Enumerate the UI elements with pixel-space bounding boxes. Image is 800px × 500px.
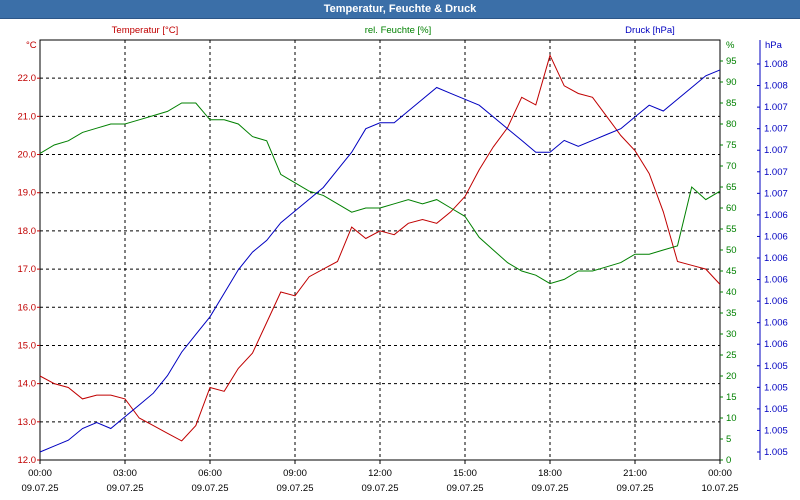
time-tick-label: 03:00	[113, 468, 137, 479]
date-tick-label: 10.07.25	[702, 483, 739, 494]
time-tick-label: 06:00	[198, 468, 222, 479]
pressure-tick-label: 1.005	[764, 361, 788, 372]
temperature-tick-label: 19.0	[18, 188, 37, 199]
humidity-tick-label: 35	[726, 308, 737, 319]
temperature-tick-label: 18.0	[18, 226, 37, 237]
date-tick-label: 09.07.25	[447, 483, 484, 494]
humidity-tick-label: 85	[726, 98, 737, 109]
temperature-tick-label: 16.0	[18, 302, 37, 313]
pressure-tick-label: 1.006	[764, 296, 788, 307]
date-tick-label: 09.07.25	[617, 483, 654, 494]
time-tick-label: 15:00	[453, 468, 477, 479]
pressure-tick-label: 1.005	[764, 447, 788, 458]
date-tick-label: 09.07.25	[362, 483, 399, 494]
humidity-tick-label: 90	[726, 77, 737, 88]
temperature-tick-label: 17.0	[18, 264, 37, 275]
date-tick-label: 09.07.25	[107, 483, 144, 494]
pressure-tick-label: 1.007	[764, 188, 788, 199]
time-tick-label: 21:00	[623, 468, 647, 479]
humidity-tick-label: 75	[726, 140, 737, 151]
pressure-tick-label: 1.008	[764, 81, 788, 92]
humidity-tick-label: 20	[726, 371, 737, 382]
time-tick-label: 18:00	[538, 468, 562, 479]
humidity-tick-label: 0	[726, 455, 731, 466]
humidity-tick-label: 70	[726, 161, 737, 172]
humidity-tick-label: 30	[726, 329, 737, 340]
temperature-line	[39, 53, 721, 442]
temperature-tick-label: 15.0	[18, 340, 37, 351]
humidity-tick-label: 55	[726, 224, 737, 235]
humidity-tick-label: 80	[726, 119, 737, 130]
pressure-tick-label: 1.007	[764, 124, 788, 135]
humidity-tick-label: 95	[726, 56, 737, 67]
humidity-axis: 0 5 10 15 20 25 30 35 40 45 50 55 60 65 70 75 80 85 90 95	[720, 56, 737, 466]
humidity-tick-label: 15	[726, 392, 737, 403]
pressure-tick-label: 1.006	[764, 231, 788, 242]
humidity-line	[39, 102, 721, 285]
time-tick-label: 00:00	[28, 468, 52, 479]
grid	[40, 40, 720, 460]
pressure-tick-label: 1.007	[764, 102, 788, 113]
pressure-line	[39, 69, 721, 453]
pressure-tick-label: 1.006	[764, 339, 788, 350]
date-tick-label: 09.07.25	[22, 483, 59, 494]
pressure-axis: 1.005 1.005 1.005 1.005 1.005 1.006 1.006 1.006…	[757, 40, 788, 460]
humidity-axis-title: rel. Feuchte [%]	[365, 25, 432, 36]
pressure-tick-label: 1.008	[764, 59, 788, 70]
pressure-tick-label: 1.005	[764, 382, 788, 393]
series-group	[39, 53, 721, 453]
humidity-tick-label: 50	[726, 245, 737, 256]
time-axis: 00:00 09.07.25 03:00 09.07.25 06:00 09.07.25 0…	[22, 460, 739, 494]
temperature-unit: °C	[26, 40, 37, 51]
temperature-tick-label: 13.0	[18, 417, 37, 428]
pressure-axis-title: Druck [hPa]	[625, 25, 675, 36]
pressure-unit: hPa	[765, 40, 783, 51]
pressure-tick-label: 1.005	[764, 425, 788, 436]
humidity-tick-label: 60	[726, 203, 737, 214]
axis-labels: °C Temperatur [°C] rel. Feuchte [%]% Druck …	[26, 25, 783, 51]
pressure-tick-label: 1.007	[764, 167, 788, 178]
temperature-axis-title: Temperatur [°C]	[112, 25, 179, 36]
pressure-tick-label: 1.006	[764, 318, 788, 329]
humidity-tick-label: 10	[726, 413, 737, 424]
pressure-tick-label: 1.005	[764, 404, 788, 415]
pressure-tick-label: 1.006	[764, 275, 788, 286]
time-tick-label: 12:00	[368, 468, 392, 479]
humidity-tick-label: 65	[726, 182, 737, 193]
date-tick-label: 09.07.25	[192, 483, 229, 494]
humidity-tick-label: 25	[726, 350, 737, 361]
temperature-axis: 12.0 13.0 14.0 15.0 16.0 17.0 18.0 19.0 20.0 21.0…	[18, 73, 40, 466]
date-tick-label: 09.07.25	[277, 483, 314, 494]
temperature-tick-label: 14.0	[18, 379, 37, 390]
pressure-tick-label: 1.006	[764, 253, 788, 264]
temperature-tick-label: 20.0	[18, 150, 37, 161]
humidity-tick-label: 5	[726, 434, 731, 445]
temperature-tick-label: 21.0	[18, 111, 37, 122]
window-title: Temperatur, Feuchte & Druck	[0, 0, 800, 19]
humidity-tick-label: 45	[726, 266, 737, 277]
temperature-tick-label: 12.0	[18, 455, 37, 466]
pressure-tick-label: 1.007	[764, 145, 788, 156]
humidity-tick-label: 40	[726, 287, 737, 298]
pressure-tick-label: 1.006	[764, 210, 788, 221]
time-tick-label: 09:00	[283, 468, 307, 479]
time-tick-label: 00:00	[708, 468, 732, 479]
humidity-unit: %	[726, 40, 735, 51]
temperature-tick-label: 22.0	[18, 73, 37, 84]
date-tick-label: 09.07.25	[532, 483, 569, 494]
